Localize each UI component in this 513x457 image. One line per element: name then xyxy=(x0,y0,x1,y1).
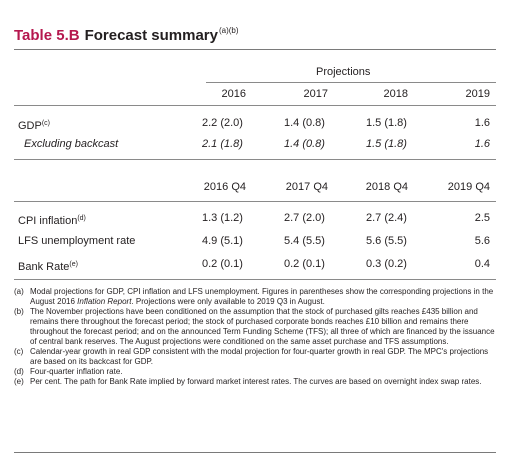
excluding-backcast-value: 1.4 (0.8) xyxy=(284,138,325,150)
header-rule xyxy=(14,105,496,106)
lfs-value: 5.4 (5.5) xyxy=(284,235,325,247)
projections-rule xyxy=(206,82,496,83)
lfs-value: 5.6 xyxy=(474,235,490,247)
footnote-key: (a) xyxy=(14,287,24,296)
footnote-key: (c) xyxy=(14,347,24,356)
quarter-header: 2018 Q4 xyxy=(365,181,408,193)
gdp-value: 2.2 (2.0) xyxy=(202,117,243,129)
table-title: Table 5.B Forecast summary(a)(b) xyxy=(14,26,239,44)
footnote-text: Calendar-year growth in real GDP consist… xyxy=(30,347,489,366)
table-number: Table 5.B xyxy=(14,27,80,44)
gdp-value: 1.4 (0.8) xyxy=(284,117,325,129)
footnote-b: (b) The November projections have been c… xyxy=(14,307,496,347)
lfs-value: 5.6 (5.5) xyxy=(366,235,407,247)
gdp-value: 1.5 (1.8) xyxy=(366,117,407,129)
gdp-note-ref: (c) xyxy=(41,120,51,127)
table-bottom-rule xyxy=(14,279,496,280)
cpi-value: 2.7 (2.4) xyxy=(366,212,407,224)
footnote-a: (a) Modal projections for GDP, CPI infla… xyxy=(14,287,496,307)
footnotes: (a) Modal projections for GDP, CPI infla… xyxy=(14,287,496,387)
lfs-value: 4.9 (5.1) xyxy=(202,235,243,247)
excluding-backcast-value: 1.6 xyxy=(474,138,490,150)
bank-rate-value: 0.3 (0.2) xyxy=(366,258,407,270)
bank-rate-label: Bank Rate(e) xyxy=(18,261,78,273)
gdp-value: 1.6 xyxy=(474,117,490,129)
footnote-text: The November projections have been condi… xyxy=(30,307,495,346)
gdp-label: GDP(c) xyxy=(18,120,51,132)
cpi-value: 2.5 xyxy=(474,212,490,224)
projections-label: Projections xyxy=(316,66,371,78)
footnote-key: (b) xyxy=(14,307,24,316)
cpi-value: 2.7 (2.0) xyxy=(284,212,325,224)
lfs-label: LFS unemployment rate xyxy=(18,235,136,247)
year-header: 2018 xyxy=(383,88,408,100)
bank-rate-note-ref: (e) xyxy=(69,261,78,268)
bank-rate-value: 0.4 xyxy=(474,258,490,270)
footnote-key: (e) xyxy=(14,377,24,386)
excluding-backcast-value: 1.5 (1.8) xyxy=(366,138,407,150)
excluding-backcast-value: 2.1 (1.8) xyxy=(202,138,243,150)
quarter-header-rule xyxy=(14,201,496,202)
excluding-backcast-label: Excluding backcast xyxy=(24,138,119,150)
year-header: 2019 xyxy=(465,88,490,100)
footnote-c: (c) Calendar-year growth in real GDP con… xyxy=(14,347,496,367)
bank-rate-value: 0.2 (0.1) xyxy=(202,258,243,270)
quarter-header: 2016 Q4 xyxy=(203,181,246,193)
year-header: 2016 xyxy=(221,88,246,100)
quarter-header: 2017 Q4 xyxy=(285,181,328,193)
bottom-rule xyxy=(14,452,496,453)
year-header: 2017 xyxy=(303,88,328,100)
footnote-text: Modal projections for GDP, CPI inflation… xyxy=(30,287,494,306)
footnote-d: (d) Four-quarter inflation rate. xyxy=(14,367,496,377)
section-rule xyxy=(14,159,496,160)
footnote-key: (d) xyxy=(14,367,24,376)
cpi-value: 1.3 (1.2) xyxy=(202,212,243,224)
table-name: Forecast summary xyxy=(84,27,218,44)
footnote-e: (e) Per cent. The path for Bank Rate imp… xyxy=(14,377,496,387)
quarter-header: 2019 Q4 xyxy=(447,181,490,193)
title-rule xyxy=(14,49,496,50)
bank-rate-value: 0.2 (0.1) xyxy=(284,258,325,270)
footnote-text: Per cent. The path for Bank Rate implied… xyxy=(30,377,482,386)
footnote-text: Four-quarter inflation rate. xyxy=(30,367,123,376)
title-note-refs: (a)(b) xyxy=(218,26,239,35)
cpi-label: CPI inflation(d) xyxy=(18,215,86,227)
cpi-note-ref: (d) xyxy=(77,215,86,222)
